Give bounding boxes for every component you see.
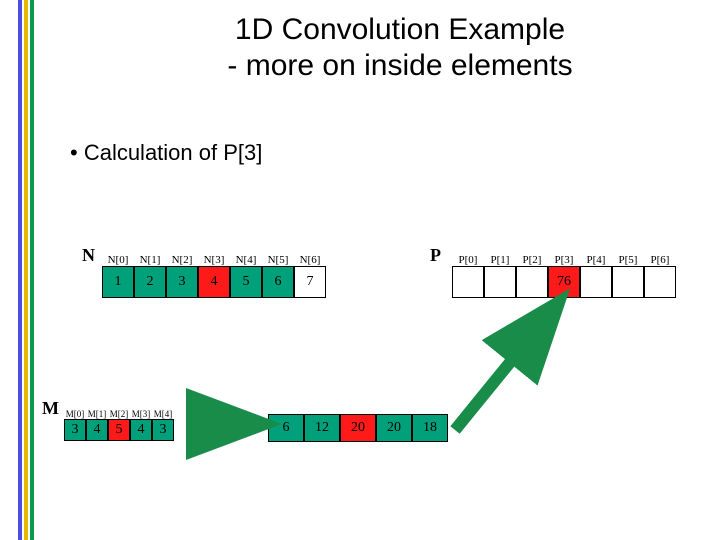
array-header-cell: N[5] (262, 254, 294, 266)
accent-bar (30, 0, 34, 540)
array-cell: 4 (198, 266, 230, 298)
array-cell: 6 (262, 266, 294, 298)
array-header-cell: P[3] (548, 254, 580, 266)
array-header-cell: P[2] (516, 254, 548, 266)
array-cell: 20 (340, 414, 376, 442)
page-title: 1D Convolution Example - more on inside … (120, 12, 680, 84)
array-header-cell: N[3] (198, 254, 230, 266)
array-cell: 4 (130, 419, 152, 441)
arrow-products-to-p (455, 307, 555, 430)
array-N: N N[0]N[1]N[2]N[3]N[4]N[5]N[6] 1234567 (82, 245, 326, 298)
title-line-2: - more on inside elements (227, 49, 572, 82)
accent-bars (18, 0, 36, 540)
array-cell: 5 (108, 419, 130, 441)
array-cell (452, 266, 484, 298)
array-cell: 76 (548, 266, 580, 298)
array-cell (484, 266, 516, 298)
array-cell (612, 266, 644, 298)
array-N-headers: N[0]N[1]N[2]N[3]N[4]N[5]N[6] (102, 254, 326, 266)
accent-bar (24, 0, 28, 540)
array-M-label: M (42, 398, 64, 419)
array-cell (644, 266, 676, 298)
array-header-cell: N[6] (294, 254, 326, 266)
array-P: P P[0]P[1]P[2]P[3]P[4]P[5]P[6] 76 (430, 245, 676, 298)
products-row: 612202018 (268, 414, 448, 442)
array-cell: 6 (268, 414, 304, 442)
title-line-1: 1D Convolution Example (235, 13, 565, 46)
array-cell: 3 (152, 419, 174, 441)
array-header-cell: P[4] (580, 254, 612, 266)
array-P-cells: 76 (452, 266, 676, 298)
accent-bar (18, 0, 22, 540)
array-header-cell: M[1] (86, 409, 108, 419)
array-N-cells: 1234567 (102, 266, 326, 298)
array-header-cell: P[0] (452, 254, 484, 266)
array-N-label: N (82, 245, 102, 266)
array-cell: 18 (412, 414, 448, 442)
array-header-cell: N[1] (134, 254, 166, 266)
array-header-cell: M[4] (152, 409, 174, 419)
array-header-cell: P[1] (484, 254, 516, 266)
array-cell: 1 (102, 266, 134, 298)
array-cell: 2 (134, 266, 166, 298)
array-header-cell: P[6] (644, 254, 676, 266)
array-cell (516, 266, 548, 298)
array-header-cell: N[2] (166, 254, 198, 266)
array-cell: 3 (166, 266, 198, 298)
array-M: M M[0]M[1]M[2]M[3]M[4] 34543 (42, 398, 174, 441)
array-cell: 7 (294, 266, 326, 298)
array-M-headers: M[0]M[1]M[2]M[3]M[4] (64, 409, 174, 419)
array-header-cell: N[0] (102, 254, 134, 266)
products-cells: 612202018 (268, 414, 448, 442)
array-P-headers: P[0]P[1]P[2]P[3]P[4]P[5]P[6] (452, 254, 676, 266)
array-header-cell: M[3] (130, 409, 152, 419)
array-cell: 20 (376, 414, 412, 442)
array-cell: 12 (304, 414, 340, 442)
array-cell (580, 266, 612, 298)
array-P-label: P (430, 245, 452, 266)
array-header-cell: P[5] (612, 254, 644, 266)
bullet-text: • Calculation of P[3] (70, 140, 262, 166)
array-M-cells: 34543 (64, 419, 174, 441)
array-header-cell: M[0] (64, 409, 86, 419)
array-cell: 4 (86, 419, 108, 441)
array-cell: 5 (230, 266, 262, 298)
array-header-cell: M[2] (108, 409, 130, 419)
array-header-cell: N[4] (230, 254, 262, 266)
array-cell: 3 (64, 419, 86, 441)
